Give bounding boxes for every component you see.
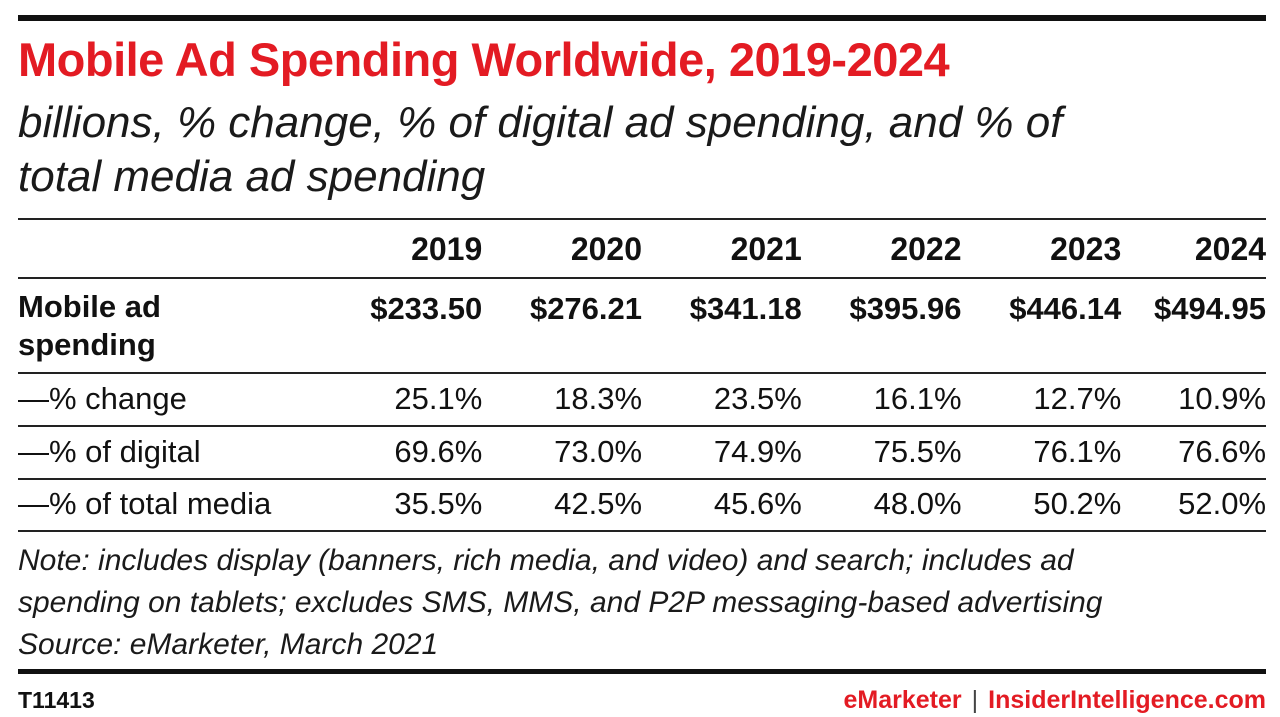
row-label: Mobile ad spending bbox=[18, 288, 333, 364]
column-header: 2021 bbox=[730, 231, 802, 267]
table-cell: 50.2% bbox=[1033, 486, 1122, 521]
table-cell: 76.1% bbox=[1033, 434, 1122, 469]
top-rule bbox=[18, 15, 1266, 21]
table-cell: 52.0% bbox=[1178, 486, 1267, 521]
subtitle-line: billions, % change, % of digital ad spen… bbox=[18, 98, 1063, 147]
column-header: 2022 bbox=[890, 231, 962, 267]
column-header: 2024 bbox=[1194, 231, 1267, 267]
chart-subtitle: billions, % change, % of digital ad spen… bbox=[18, 96, 1258, 204]
column-header: 2019 bbox=[411, 231, 483, 267]
table-cell: 76.6% bbox=[1178, 434, 1267, 469]
header-top-rule bbox=[18, 218, 1266, 220]
table-cell: 23.5% bbox=[713, 381, 802, 416]
bottom-rule bbox=[18, 669, 1266, 674]
table-cell: 74.9% bbox=[713, 434, 802, 469]
table-cell: 45.6% bbox=[713, 486, 802, 521]
column-header: 2023 bbox=[1050, 231, 1122, 267]
table-cell: $395.96 bbox=[849, 291, 962, 326]
chart-card: Mobile Ad Spending Worldwide, 2019-2024 … bbox=[18, 0, 1266, 717]
brand-separator: | bbox=[971, 686, 979, 714]
table-cell: 12.7% bbox=[1033, 381, 1122, 416]
source-line: Source: eMarketer, March 2021 bbox=[18, 628, 439, 661]
table-cell: 48.0% bbox=[873, 486, 962, 521]
table-row: —% of total media 35.5% 42.5% 45.6% 48.0… bbox=[18, 481, 1266, 527]
table-cell: 16.1% bbox=[873, 381, 962, 416]
header-bottom-rule bbox=[18, 277, 1266, 279]
chart-id: T11413 bbox=[18, 687, 95, 713]
brand-insider-intelligence: InsiderIntelligence.com bbox=[988, 686, 1266, 714]
row-rule bbox=[18, 372, 1266, 374]
row-rule bbox=[18, 425, 1266, 427]
table-cell: $341.18 bbox=[689, 291, 802, 326]
table-cell: $446.14 bbox=[1009, 291, 1122, 326]
brand-emarketer: eMarketer bbox=[843, 686, 962, 714]
subtitle-line: total media ad spending bbox=[18, 152, 486, 201]
row-label: —% of total media bbox=[18, 486, 272, 521]
row-label-line: spending bbox=[18, 327, 156, 362]
table-cell: 75.5% bbox=[873, 434, 962, 469]
table-row: —% change 25.1% 18.3% 23.5% 16.1% 12.7% … bbox=[18, 376, 1266, 422]
table-cell: $276.21 bbox=[529, 291, 643, 326]
table-cell: 10.9% bbox=[1178, 381, 1267, 416]
note-line: Note: includes display (banners, rich me… bbox=[18, 544, 1074, 577]
table-cell: 42.5% bbox=[554, 486, 643, 521]
brand-footer: eMarketer | InsiderIntelligence.com bbox=[844, 686, 1267, 714]
row-label: —% of digital bbox=[18, 434, 201, 469]
table-row: —% of digital 69.6% 73.0% 74.9% 75.5% 76… bbox=[18, 429, 1266, 475]
note-line: spending on tablets; excludes SMS, MMS, … bbox=[18, 586, 1103, 619]
table-header-row: 2019 2020 2021 2022 2023 2024 bbox=[18, 226, 1266, 272]
table-bottom-rule bbox=[18, 530, 1266, 532]
row-label: —% change bbox=[18, 381, 187, 416]
table-cell: 69.6% bbox=[394, 434, 483, 469]
column-header: 2020 bbox=[570, 231, 643, 267]
table-cell: $494.95 bbox=[1153, 291, 1267, 326]
table-row: Mobile ad spending $233.50 $276.21 $341.… bbox=[18, 282, 1266, 370]
table-cell: 73.0% bbox=[554, 434, 643, 469]
table-cell: 35.5% bbox=[394, 486, 483, 521]
chart-notes: Note: includes display (banners, rich me… bbox=[18, 540, 1266, 666]
row-label-line: Mobile ad bbox=[18, 289, 161, 324]
table-cell: 18.3% bbox=[554, 381, 643, 416]
chart-title: Mobile Ad Spending Worldwide, 2019-2024 bbox=[18, 33, 950, 86]
table-cell: $233.50 bbox=[370, 291, 483, 326]
row-rule bbox=[18, 478, 1266, 480]
table-cell: 25.1% bbox=[394, 381, 483, 416]
